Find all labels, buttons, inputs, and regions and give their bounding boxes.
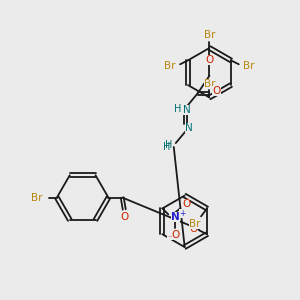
Text: Br: Br xyxy=(189,219,201,229)
Text: O: O xyxy=(120,212,128,222)
Text: Br: Br xyxy=(204,30,215,40)
Text: +: + xyxy=(179,209,185,218)
Text: N: N xyxy=(171,212,180,222)
Text: Br: Br xyxy=(243,61,254,71)
Text: N: N xyxy=(183,105,190,116)
Text: ⁻: ⁻ xyxy=(167,234,172,243)
Text: O: O xyxy=(182,200,190,209)
Text: Br: Br xyxy=(164,61,176,71)
Text: Br: Br xyxy=(31,193,43,202)
Text: O: O xyxy=(212,85,220,96)
Text: N: N xyxy=(185,123,193,133)
Text: Br: Br xyxy=(204,79,215,88)
Text: H: H xyxy=(165,140,172,150)
Text: O: O xyxy=(205,55,214,65)
Text: O: O xyxy=(171,230,179,240)
Text: H: H xyxy=(174,104,182,114)
Text: H: H xyxy=(163,142,170,152)
Text: O: O xyxy=(189,224,197,234)
